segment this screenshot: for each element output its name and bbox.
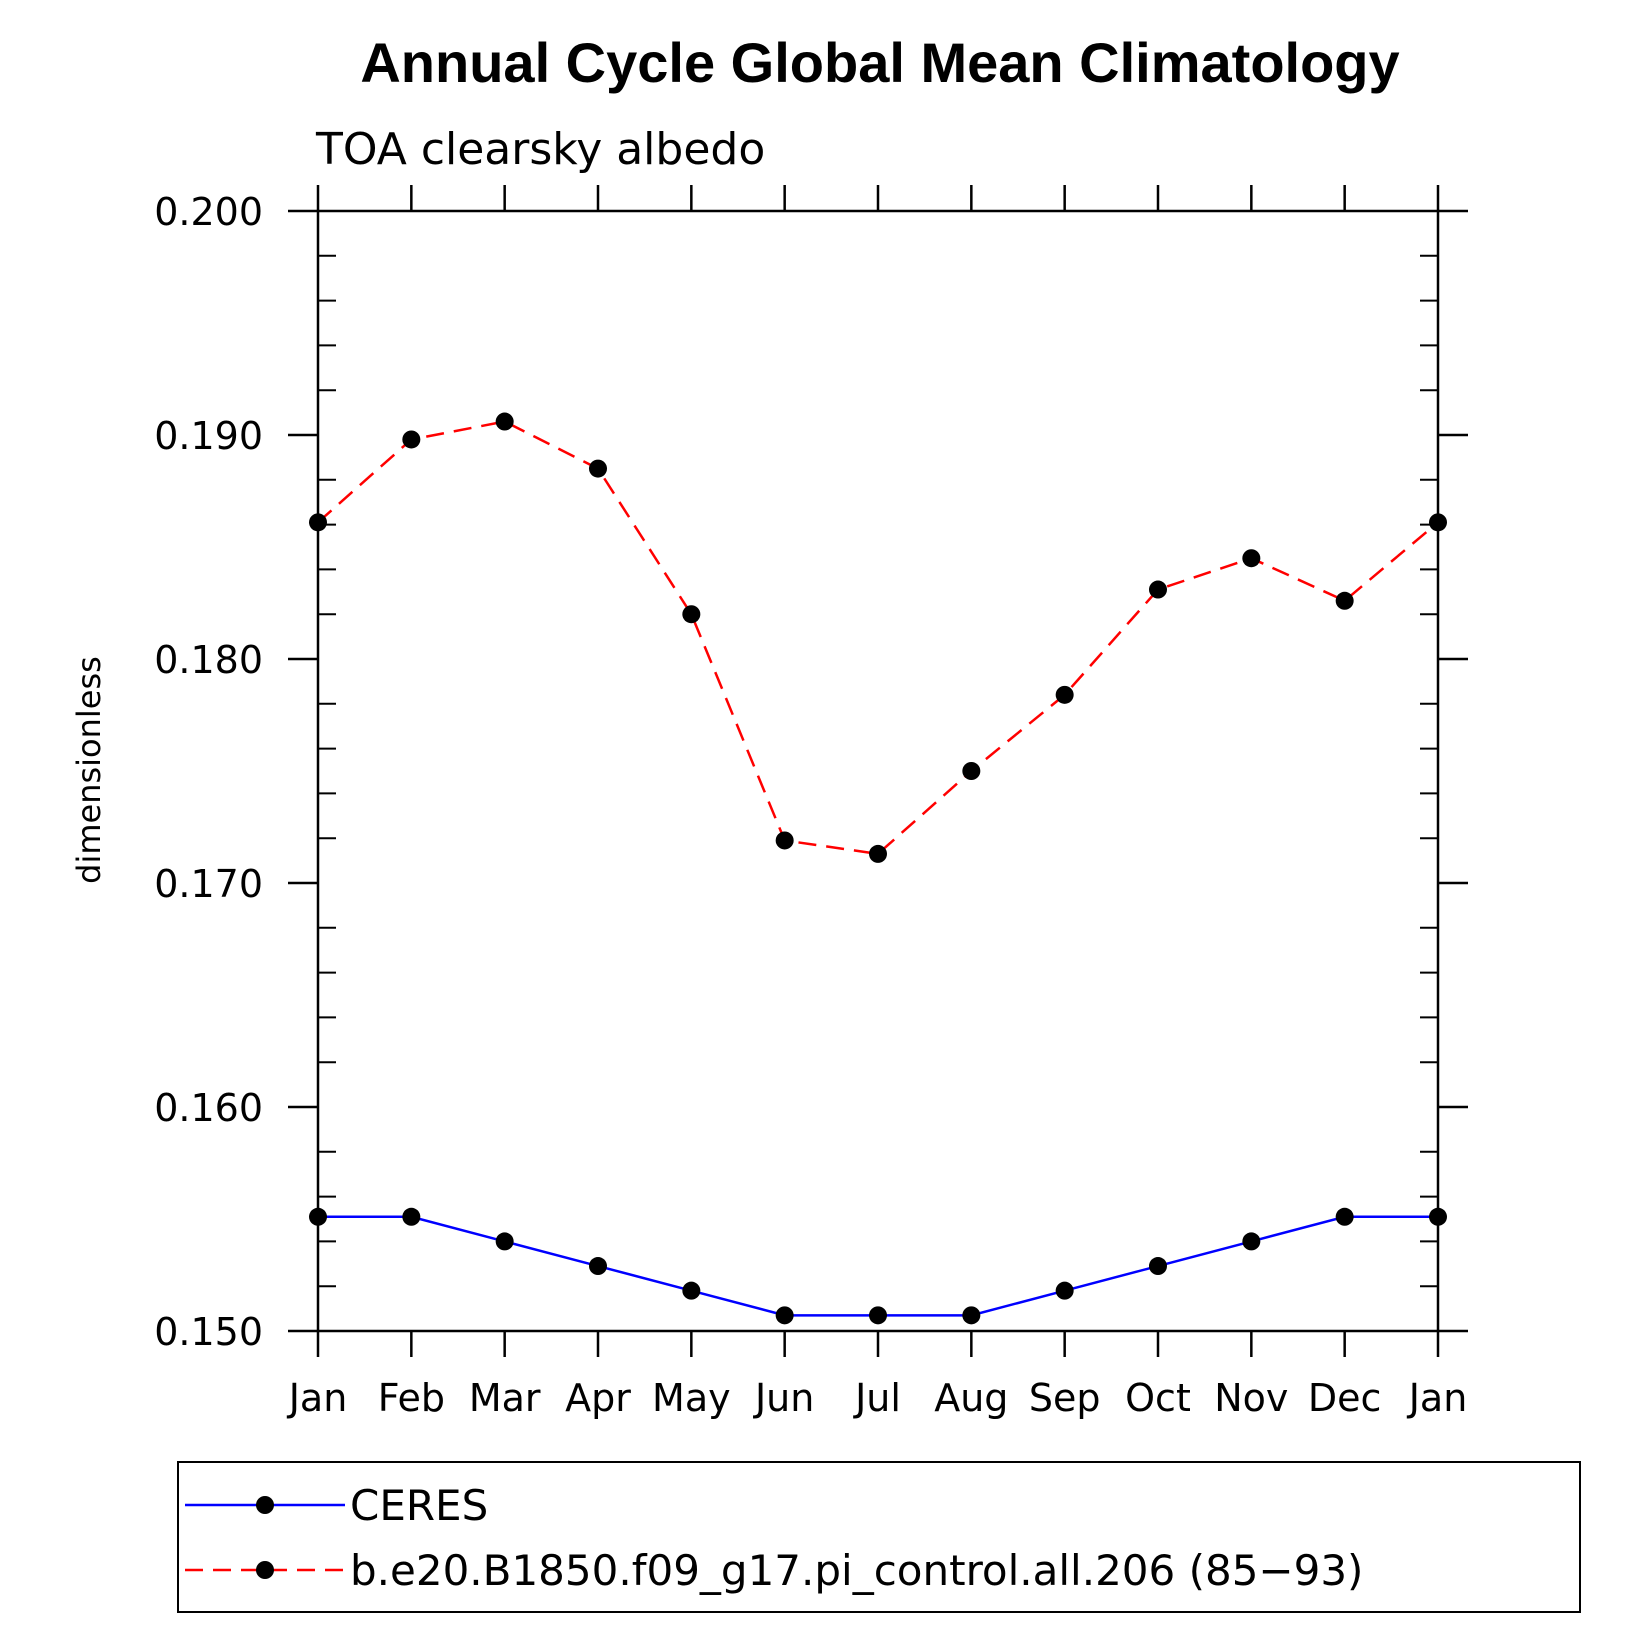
y-tick-label: 0.180 xyxy=(154,638,263,682)
x-tick-label: Feb xyxy=(378,1376,445,1420)
data-point xyxy=(682,1281,701,1300)
data-point xyxy=(309,513,327,532)
legend-marker xyxy=(256,1496,274,1514)
x-tick-label: Nov xyxy=(1214,1376,1288,1420)
data-point xyxy=(869,844,887,863)
x-tick-label: Dec xyxy=(1308,1376,1382,1420)
chart-subtitle: TOA clearsky albedo xyxy=(315,124,765,175)
x-tick-label: Oct xyxy=(1125,1376,1191,1420)
data-point xyxy=(402,1207,421,1226)
x-tick-label: Mar xyxy=(469,1376,541,1420)
data-point xyxy=(309,1207,327,1226)
legend: CERES b.e20.B1850.f09_g17.pi_control.all.… xyxy=(185,1481,1363,1595)
legend-marker xyxy=(256,1561,274,1579)
y-tick-label: 0.150 xyxy=(154,1310,263,1354)
data-point xyxy=(869,1306,887,1325)
x-tick-label: Jun xyxy=(753,1376,814,1420)
data-point xyxy=(495,1232,514,1251)
x-tick-label: Sep xyxy=(1029,1376,1101,1420)
y-tick-label: 0.190 xyxy=(154,414,263,458)
y-tick-label: 0.160 xyxy=(154,1086,263,1130)
data-point xyxy=(589,1257,607,1276)
plot-frame xyxy=(316,209,1440,1333)
x-tick-label: Jan xyxy=(1407,1376,1468,1420)
y-tick-label: 0.200 xyxy=(154,190,263,234)
data-point xyxy=(1335,1207,1354,1226)
axes-ticks xyxy=(288,185,1468,1357)
legend-label: CERES xyxy=(350,1481,488,1530)
series-line xyxy=(318,1215,1438,1317)
legend-label: b.e20.B1850.f09_g17.pi_control.all.206 (… xyxy=(350,1546,1363,1595)
data-point xyxy=(1242,549,1261,568)
data-point xyxy=(775,831,794,850)
data-point xyxy=(1429,1207,1447,1226)
data-point xyxy=(495,412,514,431)
tick-labels: Jan Feb Mar Apr May Jun Jul Aug Sep Oct Nov Dec Jan 0… xyxy=(154,190,1467,1420)
data-point xyxy=(589,459,607,478)
legend-box xyxy=(177,1461,1581,1613)
data-point xyxy=(1429,513,1447,532)
x-tick-label: May xyxy=(652,1376,731,1420)
chart-title: Annual Cycle Global Mean Climatology xyxy=(360,31,1399,94)
y-tick-label: 0.170 xyxy=(154,862,263,906)
x-tick-label: Jan xyxy=(287,1376,348,1420)
x-tick-label: Apr xyxy=(565,1376,631,1420)
data-point xyxy=(402,430,421,449)
y-axis-label: dimensionless xyxy=(70,656,108,884)
x-tick-label: Jul xyxy=(853,1376,901,1420)
data-point xyxy=(962,762,981,780)
data-point xyxy=(1055,1281,1074,1300)
series-layer xyxy=(309,412,1447,1325)
data-point xyxy=(682,605,701,624)
data-point xyxy=(962,1306,981,1325)
x-tick-label: Aug xyxy=(934,1376,1008,1420)
data-point xyxy=(1149,580,1167,599)
data-point xyxy=(1335,591,1354,610)
data-point xyxy=(1242,1232,1261,1251)
data-point xyxy=(775,1306,794,1325)
data-point xyxy=(1055,685,1074,704)
series-line xyxy=(317,420,1439,856)
data-point xyxy=(1149,1257,1167,1276)
